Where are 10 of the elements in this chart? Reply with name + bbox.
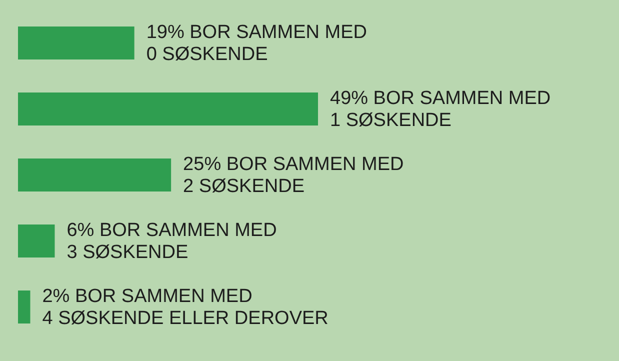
data-label: 2% BOR SAMMEN MED 4 SØSKENDE ELLER DEROVER: [42, 286, 328, 329]
data-label: 25% BOR SAMMEN MED 2 SØSKENDE: [183, 154, 404, 197]
bar: [18, 92, 318, 126]
bar: [18, 26, 134, 60]
bar: [18, 158, 172, 192]
bar: [18, 224, 55, 258]
bar: [18, 290, 30, 324]
data-label: 19% BOR SAMMEN MED 0 SØSKENDE: [146, 22, 367, 65]
data-label: 6% BOR SAMMEN MED 3 SØSKENDE: [66, 220, 277, 263]
data-label: 49% BOR SAMMEN MED 1 SØSKENDE: [330, 88, 551, 131]
